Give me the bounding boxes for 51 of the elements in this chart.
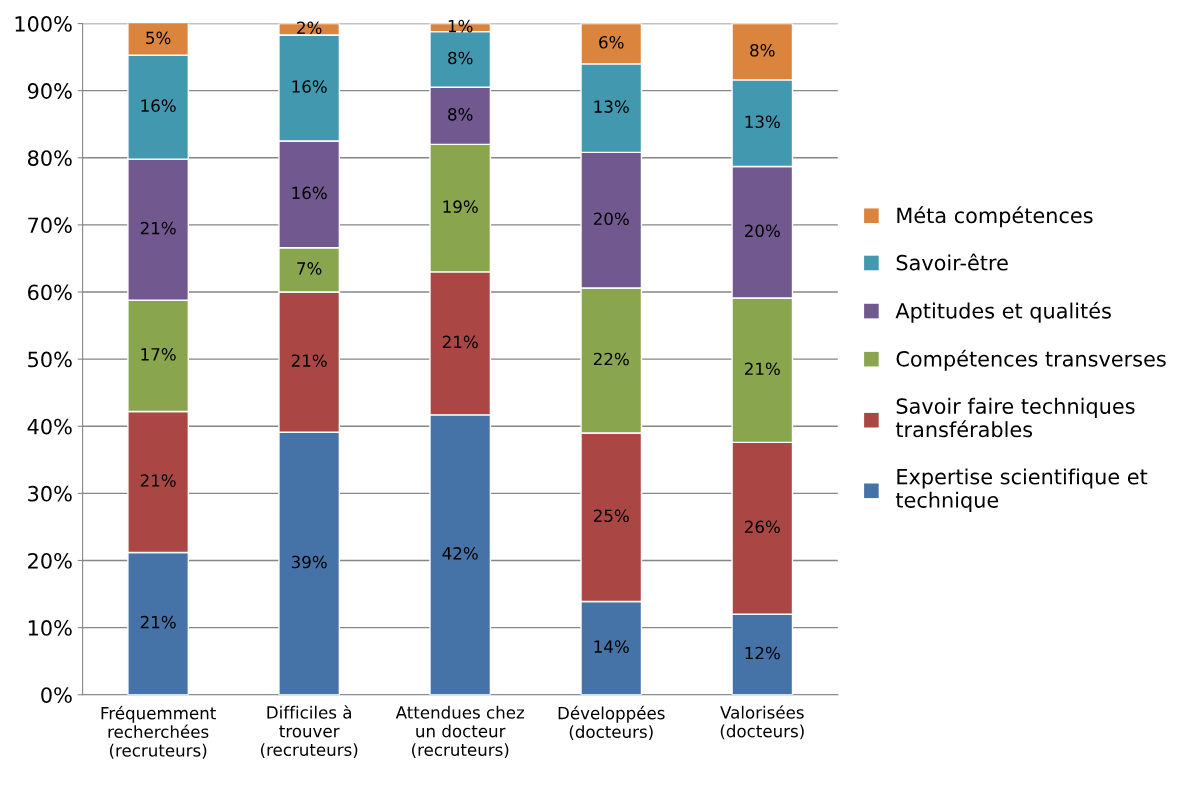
y-tick-label: 60%	[28, 284, 72, 301]
x-tick-label: Fréquemment recherchées (recruteurs)	[101, 705, 216, 759]
data-label: 5%	[146, 31, 171, 45]
data-label: 21%	[442, 335, 478, 349]
data-label: 21%	[291, 354, 327, 367]
y-tick-label: 40%	[27, 418, 72, 435]
y-tick-label: 70%	[28, 217, 72, 234]
data-label: 8%	[750, 43, 775, 57]
data-label: 42%	[442, 547, 478, 560]
data-label: 21%	[140, 221, 176, 235]
x-tick-label: Développées (docteurs)	[558, 705, 665, 741]
data-label: 14%	[594, 640, 629, 653]
data-label: 12%	[745, 646, 780, 660]
legend-label: Aptitudes et qualités	[895, 301, 1111, 323]
data-label: 19%	[443, 200, 478, 213]
data-label: 7%	[297, 262, 322, 275]
data-label: 22%	[593, 352, 629, 366]
x-tick-label: Attendues chez un docteur (recruteurs)	[395, 705, 525, 759]
y-tick-label: 0%	[41, 687, 72, 703]
data-label: 2%	[297, 21, 322, 35]
data-label: 21%	[140, 615, 176, 629]
x-tick-label: Difficiles à trouver (recruteurs)	[260, 705, 358, 759]
y-tick-label: 20%	[28, 552, 72, 569]
data-label: 16%	[292, 80, 327, 93]
data-label: 8%	[448, 51, 473, 65]
data-label: 16%	[141, 99, 176, 112]
x-tick-label: Valorisées (docteurs)	[720, 705, 804, 740]
legend-label: Savoir-être	[896, 253, 1008, 271]
data-label: 8%	[448, 108, 473, 121]
data-label: 13%	[745, 115, 780, 129]
data-label: 26%	[744, 520, 780, 534]
y-tick-label: 90%	[27, 83, 72, 99]
data-label: 21%	[744, 362, 780, 376]
data-label: 16%	[292, 186, 327, 200]
data-label: 20%	[593, 212, 629, 226]
legend-label: Savoir faire techniques transférables	[895, 397, 1135, 438]
data-label: 17%	[141, 348, 176, 361]
legend-label: Méta compétences	[897, 206, 1093, 228]
y-tick-label: 30%	[28, 485, 72, 502]
data-label: 6%	[599, 35, 624, 49]
data-label: 21%	[140, 474, 176, 487]
data-label: 25%	[593, 509, 629, 523]
y-tick-label: 10%	[28, 620, 72, 636]
y-tick-label: 50%	[28, 351, 72, 368]
y-tick-label: 100%	[15, 16, 72, 32]
legend-label: Compétences transverses	[896, 349, 1166, 371]
legend-label: Expertise scientifique et technique	[895, 468, 1148, 512]
y-tick-label: 80%	[27, 150, 72, 166]
data-label: 39%	[291, 555, 327, 569]
data-label: 20%	[744, 224, 780, 238]
data-label: 13%	[594, 100, 629, 113]
